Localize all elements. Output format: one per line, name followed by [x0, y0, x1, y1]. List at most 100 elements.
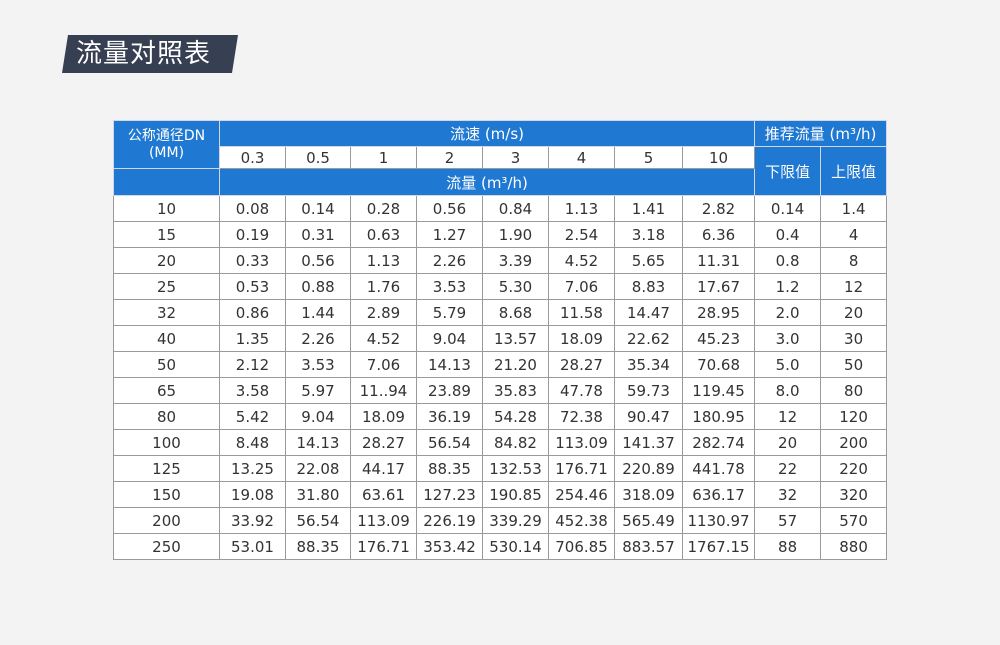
flow-cell: 1.35: [219, 325, 286, 352]
dn-cell: 15: [113, 221, 220, 248]
flow-cell: 2.26: [285, 325, 351, 352]
flow-cell: 0.31: [285, 221, 351, 248]
flow-cell: 8.48: [219, 429, 286, 456]
velocity-cell: 0.5: [285, 146, 351, 169]
upper-limit-cell: 120: [820, 403, 888, 430]
flow-cell: 11.31: [681, 247, 756, 274]
table-row: 125 13.25 22.08 44.17 88.35 132.53 176.71 220.8…: [113, 455, 888, 482]
flow-cell: 1.76: [350, 273, 417, 300]
lower-limit-cell: 3.0: [754, 325, 822, 352]
velocity-cell: 0.3: [219, 146, 286, 169]
flow-cell: 7.06: [548, 273, 615, 300]
flow-cell: 5.97: [285, 377, 351, 404]
flow-cell: 339.29: [482, 507, 549, 534]
flow-cell: 3.53: [285, 351, 351, 378]
flow-reference-table: 公称通径DN (MM) 流速 (m/s) 推荐流量 (m³/h) 0.3 0.5 …: [113, 120, 888, 560]
flow-cell: 18.09: [350, 403, 417, 430]
lower-limit-cell: 88: [754, 533, 822, 560]
table-row: 50 2.12 3.53 7.06 14.13 21.20 28.27 35.34 70.68 5…: [113, 351, 888, 378]
upper-limit-header: 上限值: [820, 146, 888, 196]
flow-cell: 132.53: [482, 455, 549, 482]
flow-cell: 0.08: [219, 195, 286, 222]
dn-cell: 10: [113, 195, 220, 222]
lower-limit-cell: 1.2: [754, 273, 822, 300]
flow-cell: 5.65: [614, 247, 683, 274]
flow-cell: 88.35: [416, 455, 483, 482]
flow-cell: 53.01: [219, 533, 286, 560]
flow-cell: 59.73: [614, 377, 683, 404]
lower-limit-cell: 12: [754, 403, 822, 430]
dn-cell: 65: [113, 377, 220, 404]
lower-limit-cell: 8.0: [754, 377, 822, 404]
dn-cell: 100: [113, 429, 220, 456]
flow-cell: 119.45: [681, 377, 756, 404]
flow-cell: 19.08: [219, 481, 286, 508]
flow-cell: 22.08: [285, 455, 351, 482]
flow-cell: 0.53: [219, 273, 286, 300]
flow-cell: 4.52: [350, 325, 417, 352]
dn-cell: 25: [113, 273, 220, 300]
flow-cell: 1.13: [548, 195, 615, 222]
dn-cell: 80: [113, 403, 220, 430]
flow-cell: 636.17: [681, 481, 756, 508]
table-row: 150 19.08 31.80 63.61 127.23 190.85 254.46 318.…: [113, 481, 888, 508]
velocity-cell: 3: [482, 146, 549, 169]
flow-cell: 0.56: [416, 195, 483, 222]
flow-cell: 6.36: [681, 221, 756, 248]
table-row: 100 8.48 14.13 28.27 56.54 84.82 113.09 141.37 2…: [113, 429, 888, 456]
flow-cell: 706.85: [548, 533, 615, 560]
flow-cell: 1.44: [285, 299, 351, 326]
flow-header: 流量 (m³/h): [218, 168, 756, 196]
upper-limit-cell: 880: [820, 533, 888, 560]
lower-limit-cell: 20: [754, 429, 822, 456]
flow-cell: 35.83: [482, 377, 549, 404]
lower-limit-cell: 0.4: [754, 221, 822, 248]
lower-limit-cell: 2.0: [754, 299, 822, 326]
upper-limit-cell: 570: [820, 507, 888, 534]
flow-cell: 13.57: [482, 325, 549, 352]
flow-cell: 226.19: [416, 507, 483, 534]
flow-cell: 3.58: [219, 377, 286, 404]
flow-cell: 0.28: [350, 195, 417, 222]
flow-cell: 0.14: [285, 195, 351, 222]
flow-cell: 441.78: [681, 455, 756, 482]
flow-cell: 54.28: [482, 403, 549, 430]
flow-cell: 0.88: [285, 273, 351, 300]
flow-cell: 14.13: [416, 351, 483, 378]
flow-cell: 9.04: [416, 325, 483, 352]
upper-limit-cell: 200: [820, 429, 888, 456]
flow-cell: 0.33: [219, 247, 286, 274]
flow-cell: 282.74: [681, 429, 756, 456]
flow-cell: 530.14: [482, 533, 549, 560]
page-title: 流量对照表: [76, 39, 212, 69]
dn-cell: 125: [113, 455, 220, 482]
table-row: 200 33.92 56.54 113.09 226.19 339.29 452.38 565…: [113, 507, 888, 534]
upper-limit-cell: 8: [820, 247, 888, 274]
dn-cell: 250: [113, 533, 220, 560]
flow-cell: 4.52: [548, 247, 615, 274]
flow-cell: 84.82: [482, 429, 549, 456]
flow-cell: 0.63: [350, 221, 417, 248]
velocity-cell: 4: [548, 146, 615, 169]
flow-cell: 21.20: [482, 351, 549, 378]
flow-cell: 11.58: [548, 299, 615, 326]
flow-cell: 18.09: [548, 325, 615, 352]
flow-cell: 176.71: [350, 533, 417, 560]
flow-cell: 56.54: [416, 429, 483, 456]
lower-limit-cell: 57: [754, 507, 822, 534]
flow-cell: 176.71: [548, 455, 615, 482]
table-row: 25 0.53 0.88 1.76 3.53 5.30 7.06 8.83 17.67 1.2 12: [113, 273, 888, 300]
flow-cell: 8.68: [482, 299, 549, 326]
flow-cell: 22.62: [614, 325, 683, 352]
flow-cell: 113.09: [350, 507, 417, 534]
flow-cell: 36.19: [416, 403, 483, 430]
flow-cell: 565.49: [614, 507, 683, 534]
velocity-cell: 1: [350, 146, 417, 169]
flow-cell: 28.27: [350, 429, 417, 456]
upper-limit-cell: 20: [820, 299, 888, 326]
velocity-header: 流速 (m/s): [218, 120, 756, 147]
dn-cell: 50: [113, 351, 220, 378]
upper-limit-cell: 220: [820, 455, 888, 482]
lower-limit-header: 下限值: [754, 146, 822, 196]
flow-cell: 0.56: [285, 247, 351, 274]
